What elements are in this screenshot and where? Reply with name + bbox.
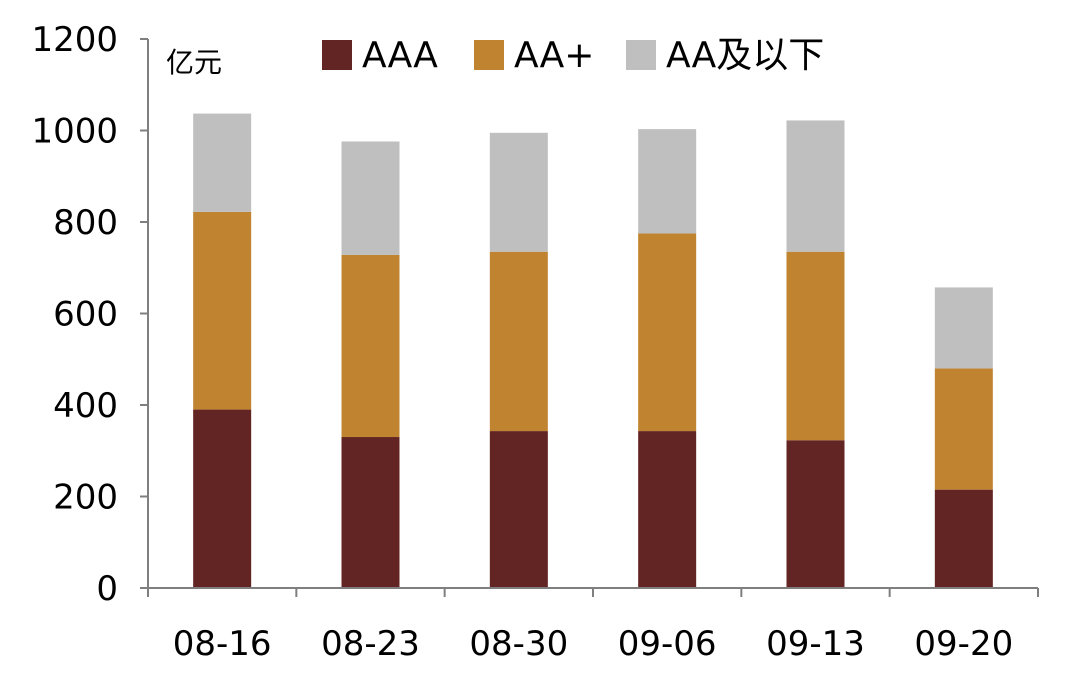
- legend-swatch: [474, 40, 504, 70]
- bar-segment: [193, 409, 252, 588]
- legend-label: AA及以下: [666, 35, 824, 76]
- bar-segment: [934, 489, 993, 588]
- bar-segment: [193, 113, 252, 212]
- bar-segment: [489, 132, 548, 252]
- bars-layer: [193, 113, 993, 588]
- y-axis: 0 200 400 600 800 1000 1200: [31, 20, 149, 609]
- x-axis: 08-16 08-23 08-30 09-06 09-13 09-20: [147, 587, 1039, 664]
- x-tick-label: 09-06: [618, 624, 717, 664]
- y-tick-label: 0: [96, 569, 118, 609]
- y-tick-label: 800: [53, 203, 118, 243]
- legend: AAA AA+ AA及以下: [322, 35, 824, 76]
- bar-segment: [341, 437, 400, 588]
- bar-segment: [786, 120, 845, 252]
- x-tick-label: 09-20: [914, 624, 1013, 664]
- y-tick-label: 600: [53, 295, 118, 335]
- x-tick-label: 09-13: [766, 624, 865, 664]
- bar-segment: [786, 251, 845, 441]
- y-tick-label: 200: [53, 478, 118, 518]
- bar-segment: [489, 431, 548, 588]
- bar-segment: [934, 287, 993, 369]
- y-tick-label: 400: [53, 386, 118, 426]
- legend-swatch: [322, 40, 352, 70]
- y-tick-label: 1000: [31, 112, 118, 152]
- bar-segment: [341, 254, 400, 438]
- bar-segment: [638, 129, 697, 234]
- bar-segment: [193, 211, 252, 410]
- legend-label: AAA: [362, 35, 438, 76]
- x-tick-label: 08-30: [469, 624, 568, 664]
- x-tick-label: 08-16: [173, 624, 272, 664]
- bar-segment: [934, 368, 993, 490]
- legend-label: AA+: [514, 35, 594, 76]
- bar-segment: [489, 251, 548, 432]
- bar-segment: [341, 141, 400, 255]
- x-tick-label: 08-23: [321, 624, 420, 664]
- bar-segment: [638, 431, 697, 588]
- legend-swatch: [626, 40, 656, 70]
- y-unit-label: 亿元: [166, 46, 222, 79]
- y-tick-label: 1200: [31, 20, 118, 60]
- bar-segment: [786, 440, 845, 588]
- bar-segment: [638, 233, 697, 432]
